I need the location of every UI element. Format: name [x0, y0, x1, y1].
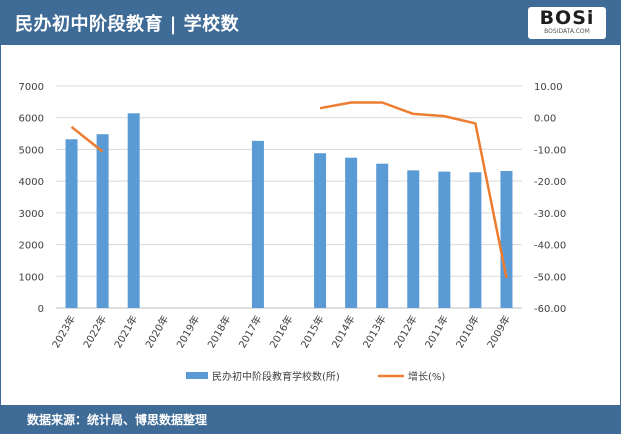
- y-left-tick-label: 4000: [19, 177, 44, 188]
- bar: [251, 140, 264, 308]
- x-tick-label: 2017年: [236, 313, 265, 350]
- bar: [376, 163, 389, 308]
- y-right-tick-label: 10.00: [534, 82, 563, 93]
- growth-line: [319, 101, 508, 279]
- y-left-tick-label: 3000: [19, 209, 44, 220]
- y-right-tick-label: -10.00: [534, 145, 566, 156]
- bar: [345, 157, 358, 308]
- data-source: 数据来源：统计局、博思数据整理: [27, 413, 208, 427]
- bar: [65, 139, 78, 308]
- bar: [500, 170, 513, 308]
- y-right-tick-label: 0.00: [534, 114, 556, 125]
- header-bar: 民办初中阶段教育 | 学校数 BOSi BOSIDATA.COM: [1, 1, 620, 45]
- x-tick-label: 2019年: [173, 313, 202, 350]
- y-right-tick-label: -20.00: [534, 177, 566, 188]
- bar: [407, 170, 420, 308]
- legend-swatch-bar: [186, 372, 208, 379]
- page-title: 民办初中阶段教育 | 学校数: [15, 14, 240, 35]
- x-tick-label: 2012年: [391, 313, 420, 350]
- x-tick-label: 2020年: [142, 313, 171, 350]
- x-tick-label: 2015年: [298, 313, 327, 350]
- legend-label-bar: 民办初中阶段教育学校数(所): [212, 370, 340, 383]
- x-tick-label: 2018年: [204, 313, 233, 350]
- growth-line: [70, 125, 104, 153]
- bosi-logo: BOSi BOSIDATA.COM: [528, 7, 606, 39]
- bar: [314, 153, 327, 308]
- y-left-tick-label: 7000: [19, 82, 44, 93]
- y-left-tick-label: 1000: [19, 272, 44, 283]
- x-tick-label: 2021年: [111, 313, 140, 350]
- y-right-tick-label: -60.00: [534, 304, 566, 315]
- logo-word: BOSi: [539, 7, 595, 29]
- x-tick-label: 2022年: [80, 313, 109, 350]
- y-right-tick-label: -40.00: [534, 241, 566, 252]
- y-right-tick-label: -30.00: [534, 209, 566, 220]
- bar: [469, 172, 482, 308]
- x-tick-label: 2013年: [360, 313, 389, 350]
- x-tick-label: 2014年: [329, 313, 358, 350]
- x-tick-label: 2011年: [422, 313, 451, 350]
- bar: [438, 171, 451, 308]
- x-tick-label: 2023年: [49, 313, 78, 350]
- x-tick-label: 2016年: [267, 313, 296, 350]
- y-left-tick-label: 2000: [19, 241, 44, 252]
- y-left-tick-label: 0: [38, 304, 44, 315]
- x-tick-label: 2009年: [484, 313, 513, 350]
- x-tick-label: 2010年: [453, 313, 482, 350]
- legend-label-line: 增长(%): [408, 370, 445, 383]
- y-left-tick-label: 6000: [19, 114, 44, 125]
- bar: [127, 113, 140, 308]
- y-right-tick-label: -50.00: [534, 272, 566, 283]
- bar: [96, 134, 109, 308]
- footer-bar: 数据来源：统计局、博思数据整理: [1, 405, 620, 433]
- y-left-tick-label: 5000: [19, 145, 44, 156]
- logo-sub: BOSIDATA.COM: [544, 28, 590, 35]
